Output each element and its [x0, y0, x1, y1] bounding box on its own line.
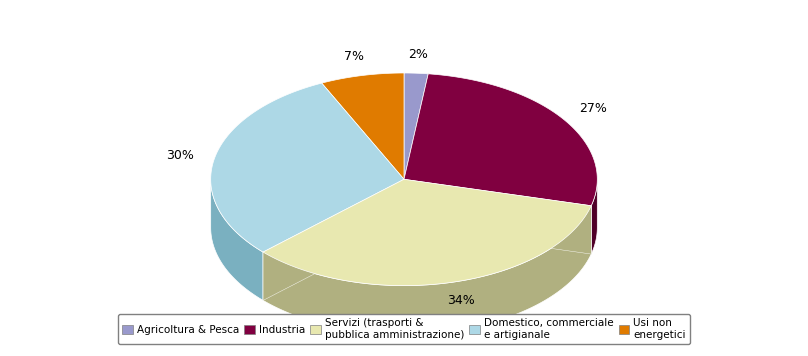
Polygon shape — [404, 73, 428, 179]
Polygon shape — [211, 180, 263, 300]
Text: 30%: 30% — [166, 149, 194, 162]
Legend: Agricoltura & Pesca, Industria, Servizi (trasporti &
pubblica amministrazione), : Agricoltura & Pesca, Industria, Servizi … — [118, 314, 690, 344]
Polygon shape — [591, 180, 597, 254]
Polygon shape — [263, 206, 591, 334]
Polygon shape — [404, 179, 591, 254]
Polygon shape — [263, 179, 404, 300]
Polygon shape — [404, 179, 591, 254]
Polygon shape — [211, 83, 404, 252]
Polygon shape — [263, 179, 591, 286]
Text: 2%: 2% — [408, 48, 428, 61]
Text: 27%: 27% — [579, 102, 607, 115]
Text: 34%: 34% — [447, 294, 474, 307]
Polygon shape — [322, 73, 404, 179]
Polygon shape — [263, 179, 404, 300]
Text: 7%: 7% — [344, 51, 364, 63]
Polygon shape — [404, 74, 597, 206]
